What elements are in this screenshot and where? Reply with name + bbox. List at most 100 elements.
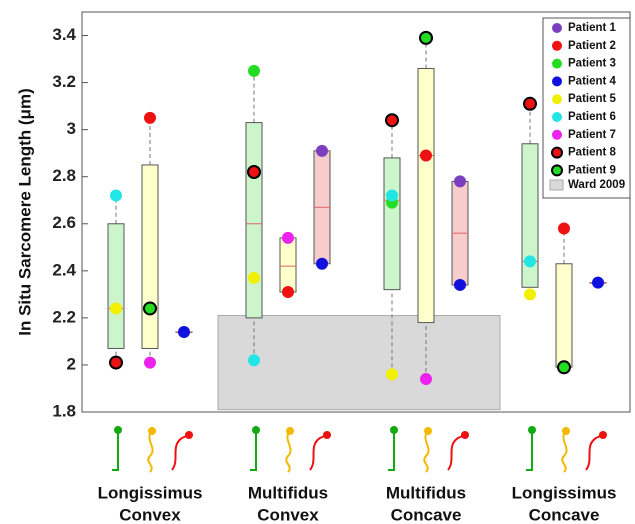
patient-point (316, 257, 328, 270)
group-label: Concave (529, 505, 600, 524)
muscle-icon (250, 430, 257, 471)
legend-label: Patient 2 (568, 40, 616, 52)
box (279, 237, 297, 293)
y-tick-label: 3.4 (52, 25, 76, 44)
patient-point (248, 64, 260, 77)
patient-point (282, 231, 294, 244)
muscle-icon (599, 431, 607, 439)
y-tick-label: 1.8 (52, 401, 76, 420)
patient-point (282, 286, 294, 298)
patient-point (144, 111, 156, 124)
legend-label: Patient 3 (568, 58, 616, 70)
box (383, 157, 401, 291)
patient-point (419, 30, 433, 45)
muscle-icon (147, 430, 154, 473)
legend-marker (552, 58, 562, 69)
group-label: Concave (391, 505, 462, 524)
muscle-icon (148, 427, 156, 435)
legend-label: Patient 6 (568, 111, 616, 123)
muscle-icon (171, 434, 190, 471)
group-label: Multifidus (248, 483, 328, 502)
muscle-icon (561, 430, 568, 473)
muscle-icon (528, 426, 536, 434)
patient-point (524, 255, 536, 268)
y-tick-label: 3 (67, 119, 76, 138)
legend-label: Patient 1 (568, 22, 617, 34)
legend-label: Patient 9 (568, 164, 616, 176)
patient-point (420, 373, 432, 386)
group-label: Convex (119, 505, 181, 524)
box (417, 67, 435, 324)
muscle-icon (323, 431, 331, 439)
muscle-icon (423, 430, 430, 473)
legend-marker (551, 164, 563, 177)
legend-marker (552, 23, 562, 33)
patient-point (248, 354, 260, 367)
reference-band (217, 315, 501, 411)
muscle-icon (526, 430, 533, 471)
box (245, 122, 263, 319)
y-tick-label: 2.6 (52, 213, 76, 232)
legend-marker (549, 179, 564, 191)
y-axis-label: In Situ Sarcomere Length (μm) (15, 88, 34, 336)
patient-point (386, 189, 398, 202)
muscle-icon (114, 426, 122, 434)
patient-point (558, 222, 570, 235)
legend-label: Patient 5 (568, 93, 617, 105)
muscle-icon (309, 434, 328, 471)
box (521, 143, 539, 288)
patient-point (109, 355, 123, 370)
patient-point (110, 189, 122, 202)
patient-point (454, 278, 466, 291)
patient-point (247, 165, 261, 179)
patient-point (524, 288, 536, 301)
group-label: Longissimus (512, 483, 617, 502)
patient-point (592, 276, 604, 289)
legend-label: Patient 8 (568, 147, 617, 159)
muscle-icon (252, 426, 260, 434)
muscle-icon (461, 431, 469, 439)
muscle-icon (390, 426, 398, 434)
legend-marker (552, 94, 562, 105)
legend-marker (551, 146, 563, 159)
patient-point (386, 368, 398, 381)
legend-label: Patient 4 (568, 75, 617, 87)
legend-marker (552, 40, 562, 51)
legend-label: Ward 2009 (568, 179, 625, 191)
y-tick-label: 3.2 (52, 72, 76, 91)
patient-point (248, 271, 260, 284)
patient-point (557, 360, 571, 375)
group-label: Multifidus (386, 483, 466, 502)
legend-marker (552, 129, 562, 140)
muscle-icon (112, 430, 119, 471)
box (555, 263, 573, 368)
patient-point (420, 149, 432, 162)
patient-point (454, 175, 466, 188)
legend-label: Patient 7 (568, 129, 616, 141)
group-label: Longissimus (98, 483, 203, 502)
muscle-icon (424, 427, 432, 435)
y-tick-label: 2.2 (52, 307, 76, 326)
y-tick-label: 2 (67, 354, 76, 373)
patient-point (523, 96, 537, 111)
muscle-icon (388, 430, 395, 471)
muscle-icon (285, 430, 292, 473)
muscle-icon (562, 427, 570, 435)
muscle-icon (185, 431, 193, 439)
group-label: Convex (257, 505, 319, 524)
patient-point (316, 144, 328, 157)
patient-point (178, 326, 190, 338)
muscle-icon (447, 434, 466, 471)
patient-point (144, 356, 156, 369)
legend-marker (552, 76, 562, 87)
muscle-icon (286, 427, 294, 435)
box (141, 164, 159, 349)
box (107, 223, 125, 349)
muscle-icon (585, 434, 604, 471)
patient-point (385, 113, 399, 128)
patient-point (143, 301, 157, 316)
legend-marker (552, 112, 562, 122)
y-tick-label: 2.4 (52, 260, 76, 279)
patient-point (110, 302, 122, 315)
